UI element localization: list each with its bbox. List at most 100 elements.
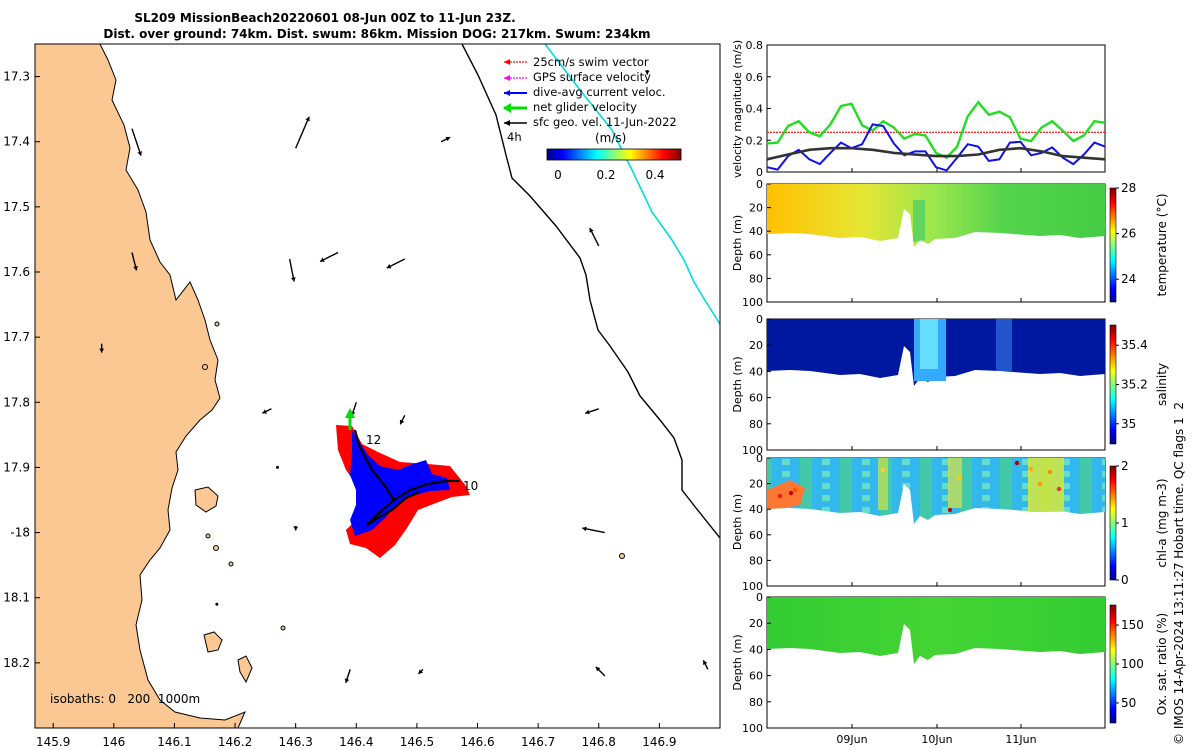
map-y-tick-label: 18.1 bbox=[3, 591, 30, 605]
legend-entry-geo: sfc geo. vel. 11-Jun-2022 bbox=[504, 115, 677, 129]
chla-sample-dot bbox=[880, 467, 886, 473]
geo-velocity-arrow bbox=[295, 116, 310, 149]
chla-sample-dot bbox=[788, 490, 794, 496]
island bbox=[228, 561, 234, 567]
chla-band bbox=[1028, 458, 1064, 512]
map-x-tick-label: 146.2 bbox=[218, 735, 252, 749]
depth-tick-label: 40 bbox=[749, 643, 763, 656]
geo-velocity-arrow bbox=[702, 660, 709, 670]
colorbar-tick: 0.2 bbox=[596, 168, 615, 182]
depth-tick-label: 0 bbox=[756, 178, 763, 191]
colorbar-tick-label: 26 bbox=[1121, 227, 1136, 241]
geo-velocity-arrow bbox=[344, 669, 351, 684]
depth-tick-label: 60 bbox=[749, 529, 763, 542]
colorbar-label: Ox. sat. ratio (%) bbox=[1155, 613, 1169, 715]
chla-band bbox=[948, 458, 962, 508]
colorbar-tick-label: 0 bbox=[1121, 573, 1129, 587]
chla-band bbox=[878, 458, 888, 510]
island bbox=[280, 625, 286, 631]
depth-tick-label: 40 bbox=[749, 365, 763, 378]
depth-axis-label: Depth (m) bbox=[731, 634, 744, 690]
colorbar-tick: 0.4 bbox=[645, 168, 664, 182]
map-y-tick-label: 17.3 bbox=[3, 70, 30, 84]
chla-sample-dot bbox=[947, 507, 953, 513]
velocity-tick-label: 0.2 bbox=[746, 134, 764, 147]
map-x-tick-label: 146 bbox=[102, 735, 125, 749]
colorbar-tick-label: 35.4 bbox=[1121, 338, 1148, 352]
legend-entry-swim: 25cm/s swim vector bbox=[504, 55, 649, 69]
isobaths-note: isobaths: 0 200 1000m bbox=[50, 692, 200, 706]
depth-tick-label: 20 bbox=[749, 478, 763, 491]
depth-tick-label: 100 bbox=[742, 580, 763, 593]
chla-sample-dot bbox=[1037, 481, 1043, 487]
depth-tick-label: 80 bbox=[749, 696, 763, 709]
map-x-tick-label: 146.5 bbox=[400, 735, 434, 749]
geo-velocity-arrow bbox=[644, 70, 650, 75]
map-x-tick-label: 146.3 bbox=[278, 735, 312, 749]
depth-tick-label: 80 bbox=[749, 554, 763, 567]
colorbar-tick-label: 35.2 bbox=[1121, 378, 1148, 392]
island bbox=[194, 486, 219, 513]
chla-colorbar bbox=[1109, 465, 1117, 581]
velocity-line bbox=[766, 123, 1106, 172]
chla-field bbox=[767, 458, 1105, 524]
isobath-1000m bbox=[544, 44, 720, 325]
colorbar-tick-label: 28 bbox=[1121, 181, 1136, 195]
island bbox=[619, 553, 625, 559]
colorbar-label: chl-a (mg m-3) bbox=[1155, 478, 1169, 567]
surface-geostrophic-vectors bbox=[99, 70, 709, 684]
island bbox=[214, 321, 220, 327]
geo-velocity-arrow bbox=[131, 252, 138, 271]
velocity-ylabel: velocity magnitude (m/s) bbox=[731, 40, 744, 178]
depth-tick-label: 80 bbox=[749, 272, 763, 285]
chla-sample-dot bbox=[1014, 460, 1020, 466]
colorbar-unit: (m/s) bbox=[595, 131, 626, 145]
temperature-colorbar bbox=[1109, 187, 1117, 303]
island bbox=[213, 545, 219, 551]
velocity-series bbox=[766, 100, 1106, 172]
colorbar-label: temperature (°C) bbox=[1155, 194, 1169, 297]
map-y-tick-label: 17.9 bbox=[3, 460, 30, 474]
velocity-tick-label: 0.4 bbox=[746, 103, 764, 116]
colorbar-tick-label: 150 bbox=[1121, 618, 1144, 632]
map-y-tick-label: 17.6 bbox=[3, 265, 30, 279]
map-y-tick-label: 18.2 bbox=[3, 656, 30, 670]
net-velocity-arrowhead bbox=[345, 408, 355, 418]
chla-sample-dot bbox=[1056, 486, 1062, 492]
svg-text:25cm/s swim vector: 25cm/s swim vector bbox=[533, 55, 649, 69]
temperature-intrusion bbox=[913, 200, 925, 242]
temperature-panel bbox=[766, 183, 1117, 303]
salinity-fresh-band bbox=[996, 319, 1012, 371]
geo-velocity-arrow bbox=[262, 408, 272, 414]
track-label-12: 12 bbox=[366, 433, 381, 447]
colorbar-tick: 0 bbox=[554, 168, 562, 182]
colorbar-tick-label: 50 bbox=[1121, 696, 1136, 710]
map-y-tick-label: 17.7 bbox=[3, 330, 30, 344]
map-latitude-ticks: 17.3 17.4 17.5 17.6 17.7 17.8 17.9 -18 18.1 18.2 bbox=[3, 70, 40, 670]
colorbar-tick-label: 2 bbox=[1121, 459, 1129, 473]
geo-velocity-arrow bbox=[582, 526, 605, 534]
legend-entry-gps: GPS surface velocity bbox=[504, 70, 651, 84]
map-x-tick-label: 146.7 bbox=[521, 735, 555, 749]
geo-velocity-arrow bbox=[131, 128, 143, 156]
velocity-tick-label: 0 bbox=[756, 166, 763, 179]
track-line bbox=[353, 429, 460, 526]
geo-velocity-arrow bbox=[293, 526, 299, 531]
time-step-label: 4h bbox=[507, 130, 522, 144]
chla-sample-dot bbox=[957, 475, 963, 481]
depth-tick-label: 60 bbox=[749, 392, 763, 405]
geo-velocity-arrow bbox=[440, 136, 451, 143]
island bbox=[202, 364, 208, 370]
title-line-2: Dist. over ground: 74km. Dist. swum: 86k… bbox=[103, 27, 650, 41]
geo-velocity-arrow bbox=[288, 258, 296, 282]
geo-velocity-arrow bbox=[275, 465, 279, 469]
time-tick-label: 10Jun bbox=[921, 733, 952, 746]
velocity-tick-label: 0.8 bbox=[746, 39, 764, 52]
island bbox=[203, 631, 223, 653]
legend-entry-current: dive-avg current veloc. bbox=[504, 85, 666, 99]
geo-velocity-arrow bbox=[589, 227, 600, 247]
depth-tick-label: 40 bbox=[749, 503, 763, 516]
chla-sample-dot bbox=[1028, 466, 1034, 472]
depth-tick-label: 40 bbox=[749, 225, 763, 238]
